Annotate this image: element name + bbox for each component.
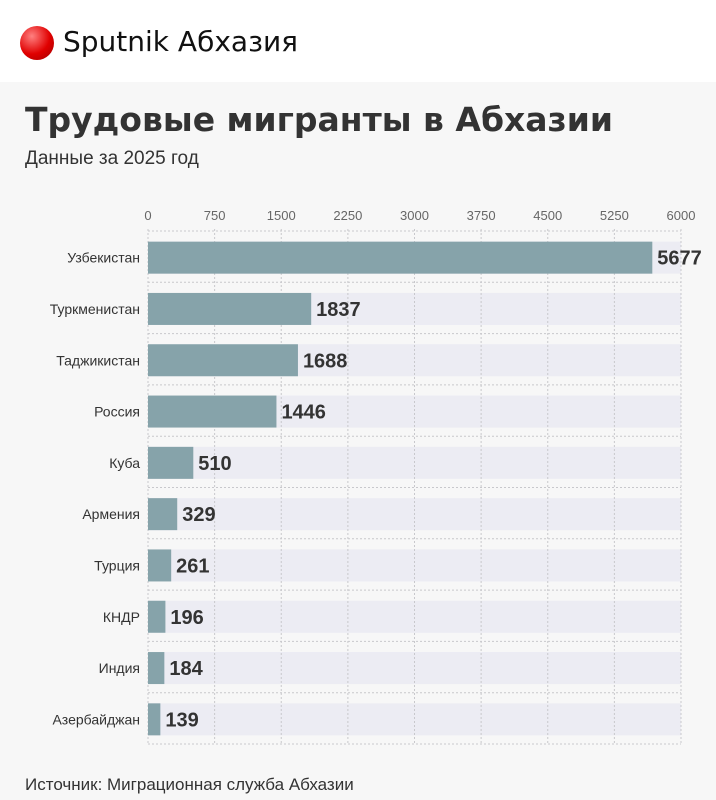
x-tick-label: 1500 xyxy=(267,208,296,223)
value-label: 184 xyxy=(169,658,203,680)
bar xyxy=(148,549,172,582)
category-label: Азербайджан xyxy=(52,711,140,727)
value-label: 261 xyxy=(176,555,209,577)
category-label: Россия xyxy=(94,404,140,420)
value-label: 196 xyxy=(170,607,203,629)
category-label: Куба xyxy=(109,455,140,471)
x-tick-label: 750 xyxy=(204,208,226,223)
value-label: 5677 xyxy=(657,248,702,270)
category-label: Таджикистан xyxy=(56,352,140,368)
brand-name[interactable]: Sputnik Абхазия xyxy=(63,25,298,58)
bar xyxy=(148,600,166,633)
x-tick-label: 2250 xyxy=(333,208,362,223)
bar xyxy=(148,395,277,428)
bar xyxy=(148,498,178,531)
bar xyxy=(148,703,161,736)
x-tick-label: 4500 xyxy=(533,208,562,223)
chart-subtitle: Данные за 2025 год xyxy=(25,148,199,169)
category-label: Армения xyxy=(82,506,140,522)
chart-source: Источник: Миграционная служба Абхазии xyxy=(25,775,354,794)
x-tick-label: 3000 xyxy=(400,208,429,223)
bar xyxy=(148,446,194,479)
value-label: 139 xyxy=(165,709,198,731)
bar xyxy=(148,344,298,377)
row-background xyxy=(148,652,681,685)
x-tick-label: 5250 xyxy=(600,208,629,223)
value-label: 510 xyxy=(198,453,231,475)
bar xyxy=(148,241,653,274)
x-tick-label: 0 xyxy=(144,208,151,223)
chart-title: Трудовые мигранты в Абхазии xyxy=(25,100,613,139)
category-label: КНДР xyxy=(103,609,140,625)
value-label: 329 xyxy=(182,504,215,526)
x-tick-label: 6000 xyxy=(667,208,696,223)
red-ball-icon xyxy=(20,26,54,60)
category-label: Индия xyxy=(99,660,140,676)
value-label: 1837 xyxy=(316,299,361,321)
category-label: Туркменистан xyxy=(50,301,140,317)
app-header: Sputnik Абхазия xyxy=(0,0,716,82)
value-label: 1688 xyxy=(303,350,348,372)
bar xyxy=(148,292,312,325)
bar xyxy=(148,652,165,685)
value-label: 1446 xyxy=(281,402,326,424)
category-label: Узбекистан xyxy=(67,250,140,266)
category-label: Турция xyxy=(94,557,140,573)
x-tick-label: 3750 xyxy=(467,208,496,223)
